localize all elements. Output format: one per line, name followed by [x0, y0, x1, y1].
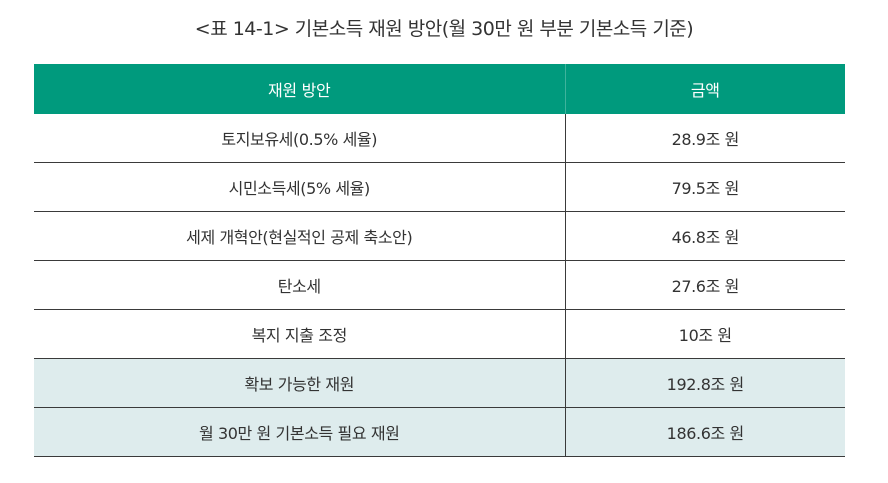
table-row: 시민소득세(5% 세율) 79.5조 원	[34, 162, 845, 212]
table-row: 세제 개혁안(현실적인 공제 축소안) 46.8조 원	[34, 211, 845, 261]
row-label: 월 30만 원 기본소득 필요 재원	[34, 407, 566, 457]
column-header-source: 재원 방안	[34, 64, 566, 114]
row-label: 복지 지출 조정	[34, 309, 566, 359]
row-label: 탄소세	[34, 260, 566, 310]
row-label: 토지보유세(0.5% 세율)	[34, 114, 566, 163]
row-amount: 46.8조 원	[565, 211, 845, 261]
table-row: 복지 지출 조정 10조 원	[34, 309, 845, 359]
table-caption: <표 14-1> 기본소득 재원 방안(월 30만 원 부분 기본소득 기준)	[194, 18, 694, 40]
table-row: 토지보유세(0.5% 세율) 28.9조 원	[34, 114, 845, 163]
row-amount: 192.8조 원	[565, 358, 845, 408]
row-amount: 10조 원	[565, 309, 845, 359]
row-label: 세제 개혁안(현실적인 공제 축소안)	[34, 211, 566, 261]
row-amount: 186.6조 원	[565, 407, 845, 457]
row-amount: 27.6조 원	[565, 260, 845, 310]
summary-row: 월 30만 원 기본소득 필요 재원 186.6조 원	[34, 407, 845, 457]
funding-table: 재원 방안 금액 토지보유세(0.5% 세율) 28.9조 원 시민소득세(5%…	[34, 64, 845, 457]
header-row: 재원 방안 금액	[34, 64, 845, 114]
column-header-amount: 금액	[565, 64, 845, 114]
row-amount: 28.9조 원	[565, 114, 845, 163]
summary-row: 확보 가능한 재원 192.8조 원	[34, 358, 845, 408]
row-amount: 79.5조 원	[565, 162, 845, 212]
row-label: 시민소득세(5% 세율)	[34, 162, 566, 212]
row-label: 확보 가능한 재원	[34, 358, 566, 408]
table-row: 탄소세 27.6조 원	[34, 260, 845, 310]
